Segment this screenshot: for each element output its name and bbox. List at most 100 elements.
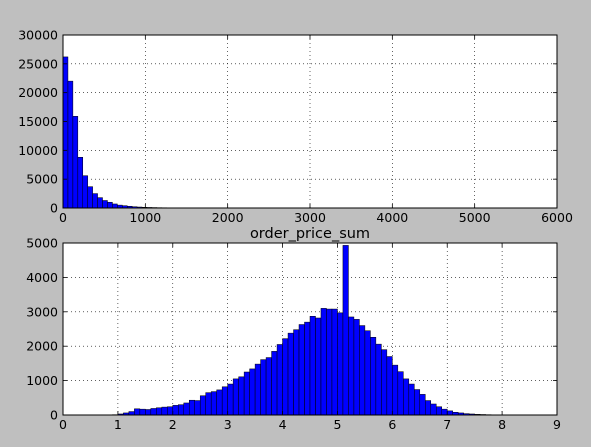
histogram-bar — [188, 399, 195, 416]
y-tick-label: 0 — [50, 408, 58, 423]
x-tick-label: 4 — [279, 417, 287, 432]
histogram-bar — [232, 378, 239, 416]
histogram-bar — [309, 316, 316, 416]
y-tick-label: 5000 — [26, 236, 58, 251]
histogram-bottom: order_price_sum 0 1 2 3 4 5 6 7 8 9 0 1000 2000 3000 4… — [26, 226, 561, 432]
histogram-bar — [249, 368, 256, 416]
histogram-bar — [161, 406, 168, 416]
histogram-bar — [298, 324, 305, 416]
histogram-bar — [337, 312, 344, 416]
histogram-bar — [293, 329, 300, 416]
y-tick-label: 30000 — [18, 28, 58, 43]
histogram-bar — [370, 337, 377, 416]
histogram-bar — [216, 389, 223, 416]
y-tick-label: 5000 — [26, 172, 58, 187]
histogram-bar — [282, 338, 289, 416]
x-tick-label: 6000 — [541, 210, 573, 225]
histogram-bar — [107, 201, 113, 209]
x-tick-label: 0 — [59, 210, 67, 225]
ticks-bottom: 0 1 2 3 4 5 6 7 8 9 0 1000 2000 3000 4000 5000 — [26, 236, 561, 433]
histogram-bar — [359, 325, 366, 416]
x-tick-label: 5000 — [459, 210, 491, 225]
histogram-bar — [353, 319, 360, 416]
histogram-bar — [386, 356, 393, 416]
y-tick-label: 25000 — [18, 56, 58, 71]
x-tick-label: 0 — [59, 417, 67, 432]
histogram-bar — [446, 410, 453, 416]
histogram-bar — [150, 408, 157, 416]
x-tick-label: 6 — [388, 417, 396, 432]
histogram-bar — [260, 359, 267, 416]
histogram-bar — [381, 349, 388, 416]
histogram-bar — [271, 351, 278, 416]
histogram-bar — [408, 383, 415, 416]
histogram-bar — [265, 357, 272, 416]
histogram-bar — [397, 371, 404, 416]
histogram-bar — [227, 383, 234, 416]
histogram-bar — [82, 175, 88, 209]
y-tick-label: 20000 — [18, 85, 58, 100]
histogram-bar — [134, 408, 141, 416]
histogram-bar — [320, 308, 327, 416]
histogram-bar — [441, 408, 448, 416]
histogram-bar — [210, 391, 217, 416]
x-tick-label: 2000 — [212, 210, 244, 225]
histogram-bar — [238, 376, 245, 416]
x-tick-label: 5 — [333, 417, 341, 432]
y-tick-label: 10000 — [18, 143, 58, 158]
histogram-bar — [205, 392, 212, 416]
histogram-bar — [92, 193, 98, 209]
histogram-bar — [315, 317, 322, 416]
histogram-bar — [77, 157, 84, 209]
histogram-bar — [414, 389, 421, 416]
histogram-bar — [67, 80, 74, 209]
histogram-bar — [419, 394, 426, 416]
y-tick-label: 15000 — [18, 114, 58, 129]
grid-bottom — [63, 243, 557, 415]
histogram-bar — [156, 407, 163, 416]
histogram-bar — [178, 404, 185, 416]
y-tick-label: 4000 — [26, 270, 58, 285]
histogram-bar — [326, 308, 333, 416]
y-tick-label: 3000 — [26, 304, 58, 319]
x-tick-label: 1000 — [129, 210, 161, 225]
histogram-bar — [331, 308, 338, 416]
histogram-bar — [139, 408, 146, 416]
x-tick-label: 8 — [498, 417, 506, 432]
histogram-bar — [375, 343, 382, 416]
histogram-bar — [430, 403, 437, 416]
histogram-bar — [221, 386, 228, 416]
histogram-bar — [194, 400, 201, 416]
plot-area-top — [63, 35, 557, 208]
histogram-top: 0 1000 2000 3000 4000 5000 6000 0 5000 10000 15000… — [18, 28, 573, 226]
histogram-bar — [87, 186, 93, 209]
histogram-bar — [276, 344, 283, 416]
bars-bottom — [112, 245, 497, 416]
histogram-bar — [199, 395, 206, 416]
x-tick-label: 4000 — [376, 210, 408, 225]
histogram-bar — [97, 197, 103, 209]
histogram-bar — [102, 200, 108, 209]
x-tick-label: 9 — [553, 417, 561, 432]
x-tick-label: 1 — [114, 417, 122, 432]
histogram-bar — [403, 378, 410, 416]
x-tick-label: 3000 — [294, 210, 326, 225]
histogram-bar — [364, 330, 371, 416]
histogram-bar — [72, 116, 79, 209]
histogram-bar — [254, 363, 261, 416]
histogram-bar — [435, 406, 442, 416]
grid-top — [63, 35, 557, 208]
histogram-bar — [62, 56, 69, 209]
y-tick-label: 2000 — [26, 339, 58, 354]
x-tick-label: 7 — [443, 417, 451, 432]
histogram-bar — [167, 406, 174, 416]
histogram-bar — [128, 411, 135, 416]
histogram-bar — [172, 405, 179, 416]
histogram-bar — [348, 316, 355, 416]
histogram-bar — [183, 402, 190, 416]
histogram-bar — [392, 364, 399, 416]
histogram-bar — [243, 371, 250, 416]
x-tick-label: 3 — [224, 417, 232, 432]
histogram-bar — [112, 203, 118, 209]
x-tick-label: 2 — [169, 417, 177, 432]
